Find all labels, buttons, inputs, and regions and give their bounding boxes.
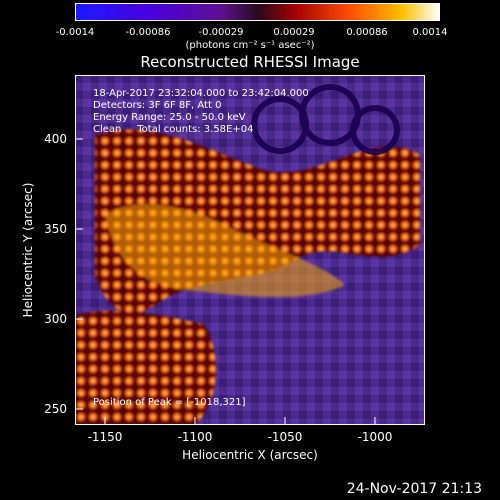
plot-title: Reconstructed RHESSI Image (140, 53, 360, 71)
peak-position-text: Position of Peak = [-1018,321] (93, 397, 246, 408)
colorbar-tick-label: -0.00029 (198, 27, 244, 38)
colorbar-tick-label: 0.0014 (412, 27, 448, 38)
detectors-text: Detectors: 3F 6F 8F, Att 0 (93, 100, 222, 111)
y-tick-label: 300 (44, 312, 67, 326)
y-tick-label: 400 (44, 132, 67, 146)
colorbar-tick-label: 0.00029 (273, 27, 315, 38)
y-tick-label: 350 (44, 222, 67, 236)
colorbar-tick-label: -0.0014 (55, 27, 95, 38)
colorbar-tick-label: -0.00086 (125, 27, 171, 38)
x-axis-label: Heliocentric X (arcsec) (182, 448, 318, 462)
energy-range-text: Energy Range: 25.0 - 50.0 keV (93, 112, 246, 123)
y-axis-label: Heliocentric Y (arcsec) (21, 182, 35, 318)
colorbar (75, 3, 440, 21)
x-tick-label: -1150 (87, 430, 123, 444)
colorbar-tick-label: 0.00086 (346, 27, 388, 38)
colorbar-units: (photons cm⁻² s⁻¹ asec⁻²) (185, 40, 315, 51)
timestamp: 24-Nov-2017 21:13 (346, 481, 482, 497)
axes-frame (75, 75, 425, 425)
x-tick-label: -1050 (267, 430, 303, 444)
rhessi-image (75, 75, 425, 425)
counts-text: Clean Total counts: 3.58E+04 (93, 124, 254, 135)
x-tick-label: -1000 (357, 430, 393, 444)
y-tick-label: 250 (44, 402, 67, 416)
time-range-text: 18-Apr-2017 23:32:04.000 to 23:42:04.000 (93, 88, 309, 99)
x-tick-label: -1100 (177, 430, 213, 444)
